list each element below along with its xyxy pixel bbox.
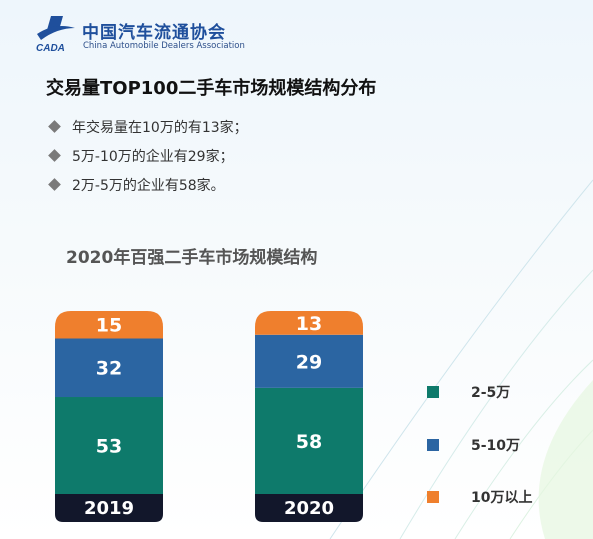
category-label-band [255, 494, 363, 522]
legend-label: 5-10万 [471, 438, 521, 454]
category-label: 2019 [84, 498, 134, 519]
data-label: 53 [96, 436, 122, 458]
svg-text:CADA: CADA [36, 43, 65, 54]
bullet-item: 2万-5万的企业有58家。 [48, 170, 248, 199]
bullet-item: 5万-10万的企业有29家； [48, 141, 248, 170]
org-name-en: China Automobile Dealers Association [83, 41, 245, 51]
bar-segment [255, 311, 363, 335]
bar-segment [55, 397, 163, 494]
bar-segment [255, 387, 363, 494]
bullet-list: 年交易量在10万的有13家； 5万-10万的企业有29家； 2万-5万的企业有5… [48, 112, 248, 199]
category-label: 2020 [284, 498, 334, 519]
org-name-cn: 中国汽车流通协会 [82, 23, 226, 43]
bar-segment [55, 311, 163, 339]
bar-segment [255, 334, 363, 388]
bar-segment [55, 338, 163, 398]
legend-label: 2-5万 [471, 385, 511, 401]
legend-item-2-5: 2-5万 [427, 382, 510, 402]
chart-title: 2020年百强二手车市场规模结构 [66, 248, 318, 268]
data-label: 13 [296, 313, 322, 335]
legend-item-5-10: 5-10万 [427, 435, 520, 455]
legend-swatch [427, 386, 439, 398]
bullet-text: 5万-10万的企业有29家； [72, 148, 234, 165]
legend-item-10-plus: 10万以上 [427, 487, 532, 507]
legend-swatch [427, 439, 439, 451]
legend-swatch [427, 491, 439, 503]
data-label: 32 [96, 358, 122, 380]
data-label: 29 [296, 351, 322, 373]
bullet-text: 年交易量在10万的有13家； [72, 119, 248, 136]
slide-title: 交易量TOP100二手车市场规模结构分布 [46, 78, 377, 99]
cada-logo-icon: CADA [36, 16, 75, 54]
legend-label: 10万以上 [471, 490, 533, 506]
bullet-text: 2万-5万的企业有58家。 [72, 177, 225, 194]
data-label: 58 [296, 431, 322, 453]
category-label-band [55, 494, 163, 522]
bullet-item: 年交易量在10万的有13家； [48, 112, 248, 141]
data-label: 15 [96, 315, 122, 337]
